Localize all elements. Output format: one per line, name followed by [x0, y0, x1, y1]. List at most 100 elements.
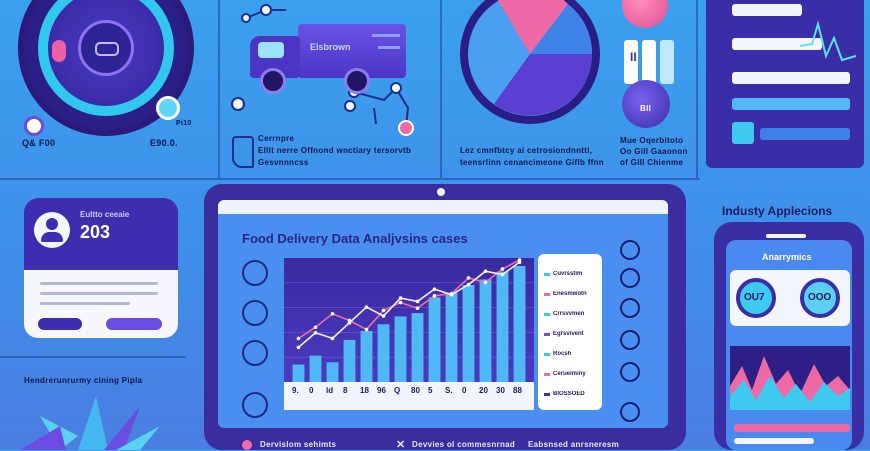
chart-point — [398, 296, 403, 300]
network-node — [241, 13, 251, 23]
chart-tick-label: 88 — [513, 386, 522, 395]
chart-point — [500, 267, 505, 271]
legend-swatch — [544, 292, 550, 296]
chart-svg — [284, 258, 534, 382]
profile-card-label: Eultto ceeaie — [80, 210, 130, 219]
chart-tick-label: 80 — [411, 386, 420, 395]
gauge-stat-left: Q& F00 — [22, 138, 56, 148]
stats-bar — [760, 128, 850, 140]
chart-point — [415, 306, 420, 310]
divider-left-section — [0, 356, 186, 358]
dashboard-side-button[interactable] — [620, 240, 640, 260]
divider-v1 — [218, 0, 220, 178]
legend-item: Egrsvivent — [544, 324, 602, 344]
industry-title: Industy Applecions — [722, 204, 833, 218]
pie-icon: II — [630, 50, 637, 64]
tablet-camera — [437, 188, 445, 196]
truck-window — [258, 42, 284, 58]
network-node-pink — [398, 120, 414, 136]
avatar-head — [46, 218, 58, 230]
caption-3-line1: Mue Oqerbitoto — [620, 136, 684, 145]
legend-label: Crrsvvmen — [553, 311, 585, 317]
truck-wheel — [260, 68, 286, 94]
chart-bar — [445, 292, 458, 382]
network-node — [260, 4, 272, 16]
chart-point — [483, 280, 488, 285]
industry-circle-left-label: OU7 — [744, 292, 765, 303]
footer-icon-1 — [242, 440, 252, 450]
legend-item: Cerueiminy — [544, 364, 602, 384]
legend-swatch — [544, 352, 550, 356]
chart-bar — [292, 364, 305, 382]
chart-point — [313, 331, 318, 335]
chart-tick-label: ld — [326, 386, 334, 395]
chart-legend-list: Cuvrsstim Enesmwotn Crrsvvmen Egrsvivent Roc… — [544, 264, 602, 404]
chart-tick-label: 9. — [292, 386, 299, 395]
industry-bar — [734, 424, 850, 432]
profile-button-left[interactable] — [38, 318, 82, 330]
dashboard-side-button[interactable] — [620, 298, 640, 318]
chart-point — [500, 272, 505, 277]
legend-label: Cuvrsstim — [553, 271, 583, 277]
chart-bar — [326, 362, 339, 382]
legend-swatch — [544, 372, 550, 376]
chart-side-icon[interactable] — [242, 300, 268, 326]
dashboard-side-button[interactable] — [620, 402, 640, 422]
truck-wheel — [344, 68, 370, 94]
chart-tick-label: S. — [445, 386, 453, 395]
chart-point — [364, 305, 369, 309]
industry-circle-left — [736, 278, 776, 318]
chart-point — [330, 311, 335, 316]
profile-card-value: 203 — [80, 222, 111, 242]
caption-1-line1: Elllt nerre Offnond wnctiary tersorvtb — [258, 146, 412, 155]
chart-bar — [462, 285, 475, 382]
chart-bar — [496, 271, 509, 382]
chart-bar — [360, 330, 373, 382]
chart-point — [364, 327, 369, 332]
chart-axis-strip — [284, 382, 534, 410]
left-caption: Hendrerunrurmy cining Pipla — [24, 376, 143, 385]
bar-column — [660, 40, 674, 84]
gauge-core — [78, 20, 134, 76]
chart-bar — [411, 313, 424, 382]
chart-legend — [538, 254, 602, 410]
legend-label: Enesmwotn — [553, 291, 587, 297]
chart-point — [330, 336, 335, 341]
truck-speed-line — [378, 46, 400, 49]
caption-1-line2: Gesvnnncss — [258, 158, 309, 167]
profile-button-right[interactable] — [106, 318, 162, 330]
chart-bar — [428, 297, 441, 382]
bar-column — [642, 40, 656, 84]
caption-2-line1: Lez cmnfbtcy ai cetrosiondnnttl, — [460, 146, 593, 155]
chart-series-line — [298, 259, 520, 340]
legend-swatch — [544, 332, 550, 336]
legend-swatch — [544, 272, 550, 276]
caption-3-line3: of GIII Chienme — [620, 158, 684, 167]
chart-side-icon[interactable] — [242, 392, 268, 418]
dashboard-side-button[interactable] — [620, 268, 640, 288]
footer-label-1: Dervislom sehimts — [260, 440, 337, 449]
chart-side-icon[interactable] — [242, 260, 268, 286]
chart-bar — [394, 316, 407, 382]
chart-series-line — [297, 261, 520, 348]
chart-point — [296, 345, 301, 350]
chart-point — [313, 325, 318, 329]
industry-circle-right-label: OOO — [808, 292, 832, 303]
legend-swatch — [544, 392, 550, 396]
legend-item: Rocsh — [544, 344, 602, 364]
industry-bar — [734, 438, 814, 444]
chart-side-icon[interactable] — [242, 340, 268, 366]
pie-chart — [460, 0, 600, 124]
network-node — [231, 97, 245, 111]
bar-column — [624, 40, 638, 84]
dashboard-footer — [218, 428, 668, 450]
legend-label: BIOSSOED — [553, 391, 585, 397]
caption-3-line2: Oo Gill Gaaonon — [620, 147, 688, 156]
chart-bar — [479, 279, 492, 382]
network-node — [390, 82, 402, 94]
chart-point — [466, 282, 471, 287]
truck-speed-line — [372, 34, 400, 37]
dashboard-side-button[interactable] — [620, 362, 640, 382]
gauge-stat-right: E90.0. — [150, 138, 178, 148]
dashboard-side-button[interactable] — [620, 330, 640, 350]
